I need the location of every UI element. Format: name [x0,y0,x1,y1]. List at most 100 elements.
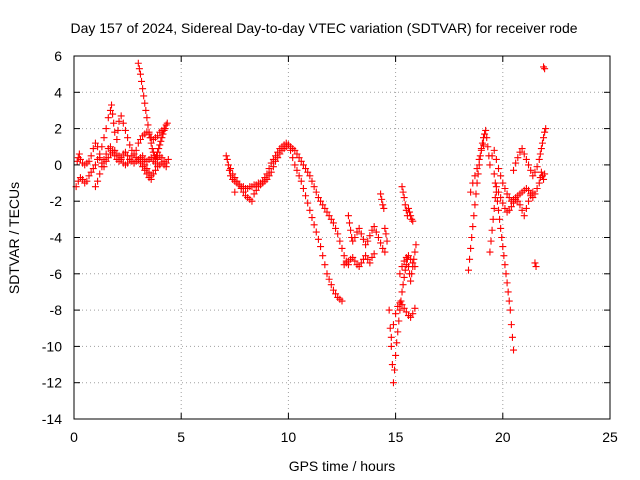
data-point [402,308,410,316]
data-point [75,150,83,158]
data-point [148,145,156,153]
data-point [520,150,528,158]
data-point [355,224,363,232]
data-point [338,244,346,252]
data-point [399,188,407,196]
y-tick-label: -8 [50,302,63,318]
data-point [501,261,509,269]
data-point [259,177,267,185]
data-point [408,215,416,223]
x-axis-label: GPS time / hours [289,458,396,474]
data-point [483,134,491,142]
data-point [347,226,355,234]
data-point [407,313,415,321]
data-point [397,297,405,305]
data-point [518,145,526,153]
data-point [327,281,335,289]
data-point [396,306,404,314]
data-point [295,172,303,180]
data-point [355,263,363,271]
data-point [293,150,301,158]
y-tick-label: -6 [50,266,63,282]
data-point [377,239,385,247]
data-point [321,261,329,269]
data-point [115,117,123,125]
data-point [91,161,99,169]
data-point [531,190,539,198]
data-point [359,235,367,243]
data-point [340,252,348,260]
data-point [492,155,500,163]
series-track-k [464,126,494,274]
data-point [104,154,112,162]
data-point [102,125,110,133]
data-point [364,255,372,263]
data-point [329,286,337,294]
data-point [393,339,401,347]
data-point [327,215,335,223]
data-point [387,342,395,350]
data-point [353,228,361,236]
data-point [362,241,370,249]
data-point [126,141,134,149]
data-point [499,179,507,187]
data-point [501,184,509,192]
data-point [321,204,329,212]
data-point [516,201,524,209]
data-point [529,172,537,180]
data-point [407,212,415,220]
data-point [85,157,93,165]
data-point [319,252,327,260]
data-point [349,253,357,261]
data-point [409,217,417,225]
data-point [274,148,282,156]
data-point [409,310,417,318]
data-point [308,214,316,222]
data-point [87,152,95,160]
data-point [91,139,99,147]
data-point [490,170,498,178]
data-point [505,206,513,214]
data-point [525,161,533,169]
data-point [304,199,312,207]
data-point [119,119,127,127]
data-point [368,253,376,261]
data-point [306,206,314,214]
data-point [297,157,305,165]
data-point [488,152,496,160]
data-point [527,166,535,174]
data-point [299,161,307,169]
data-point [502,270,510,278]
data-point [85,172,93,180]
data-point [302,192,310,200]
data-point [299,184,307,192]
data-point [96,170,104,178]
data-point [391,366,399,374]
y-tick-label: -12 [42,375,62,391]
data-point [514,154,522,162]
data-point [401,201,409,209]
data-point [306,172,314,180]
data-point [314,194,322,202]
data-point [113,135,121,143]
data-point [533,184,541,192]
data-point [265,165,273,173]
data-point [473,165,481,173]
data-point [132,146,140,154]
data-point [478,139,486,147]
data-point [141,161,149,169]
data-point [223,155,231,163]
data-point [366,232,374,240]
data-point [464,266,472,274]
data-point [401,266,409,274]
data-point [317,197,325,205]
data-point [272,152,280,160]
y-tick-label: -10 [42,338,62,354]
data-point [471,172,479,180]
data-point [541,128,549,136]
data-point [96,150,104,158]
data-point [124,159,132,167]
data-point [484,143,492,151]
data-point [87,168,95,176]
